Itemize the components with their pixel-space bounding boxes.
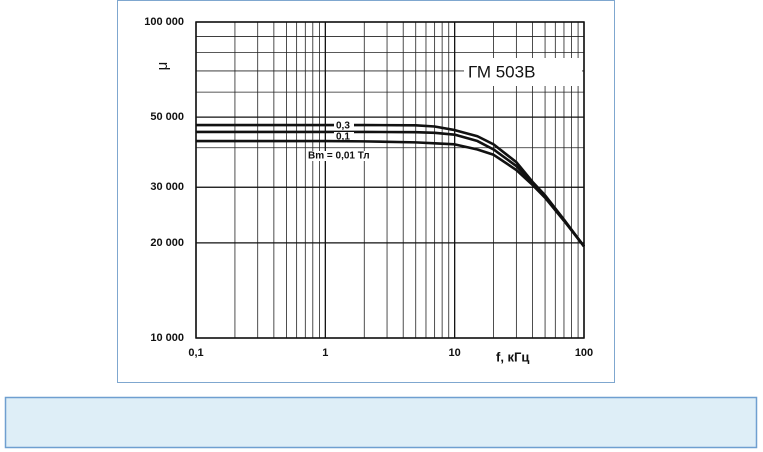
x-tick-label: 1 [322,347,328,359]
series-label: 0,1 [336,132,350,143]
y-tick-label: 20 000 [150,237,184,249]
series-label: Bm = 0,01 Тл [308,151,370,162]
caption-box [4,396,758,449]
y-tick-label: 30 000 [150,181,184,193]
x-tick-label: 0,1 [188,347,203,359]
series-label-bg [334,132,354,142]
x-axis-label: f, кГц [496,349,529,364]
x-tick-label: 10 [449,347,461,359]
y-tick-label: 50 000 [150,111,184,123]
plot-border [195,21,585,339]
annotation: ГМ 503В [468,62,535,81]
series-label-bg [334,121,354,131]
x-tick-label: 100 [575,347,593,359]
series-label-bg [306,151,384,161]
y-axis-label: μ [154,62,171,71]
y-tick-label: 10 000 [150,332,184,344]
series-line [196,139,586,248]
y-tick-label: 100 000 [144,16,184,28]
annotation-bg [464,58,582,86]
series-label: 0,3 [336,121,350,132]
